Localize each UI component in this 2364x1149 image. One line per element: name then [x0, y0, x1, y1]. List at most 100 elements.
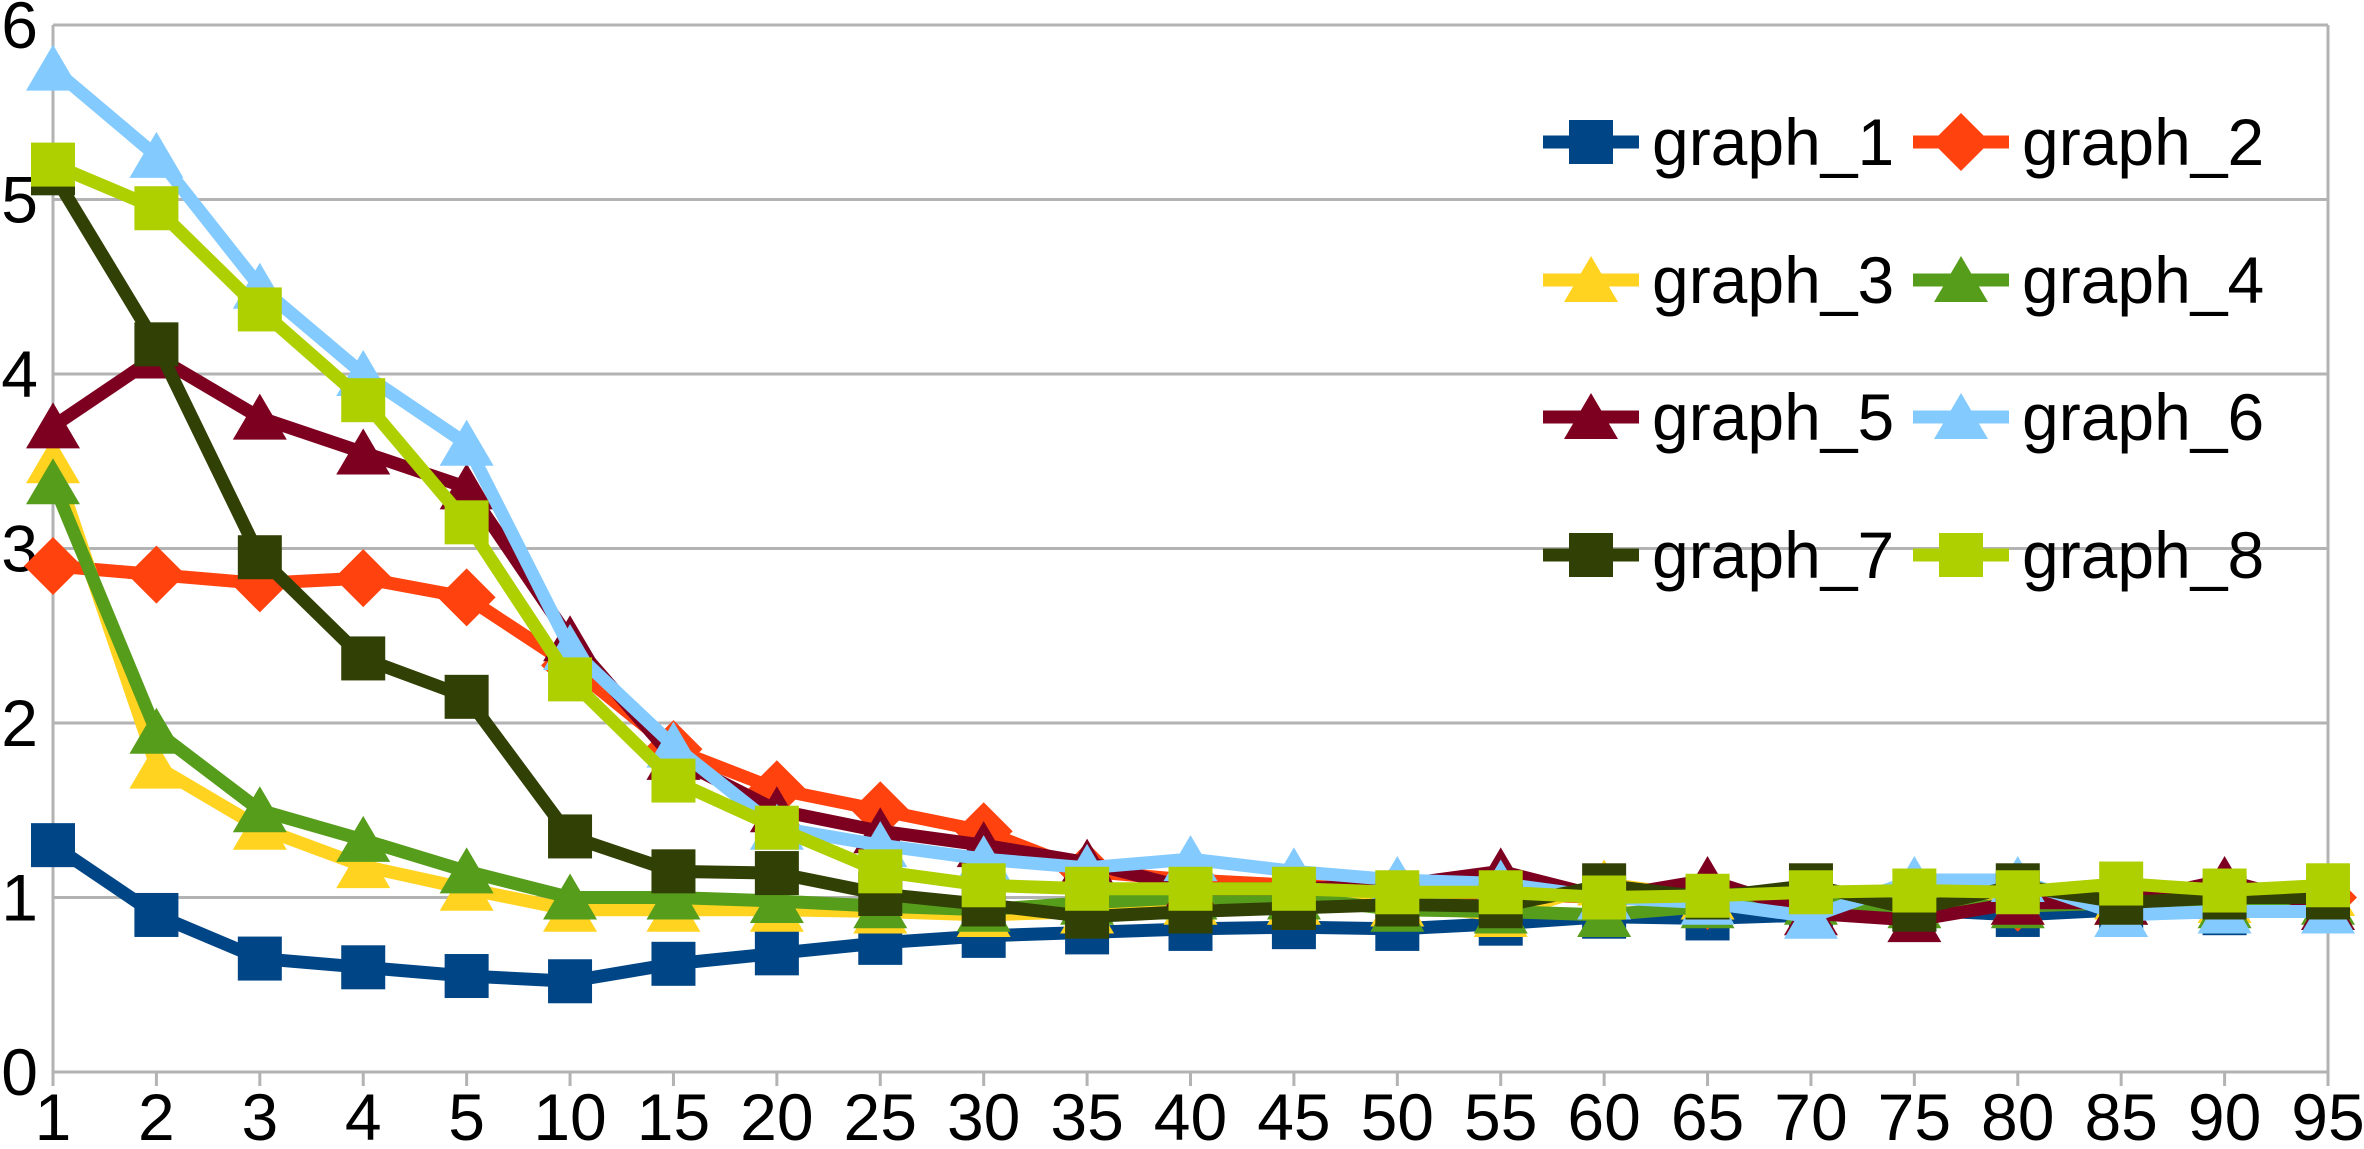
series-graph_6-marker-2	[129, 131, 184, 178]
series-graph_2-marker-2	[127, 545, 186, 604]
legend-label-graph_2: graph_2	[2022, 105, 2264, 179]
x-axis-label-40: 40	[1154, 1080, 1227, 1144]
series-graph_8-marker-1	[31, 142, 75, 187]
series-graph_4-marker-5	[439, 847, 494, 894]
legend-label-graph_4: graph_4	[2022, 243, 2264, 317]
x-axis-label-15: 15	[637, 1080, 710, 1144]
series-graph_4-marker-15	[646, 873, 701, 920]
x-axis-label-1: 1	[35, 1080, 72, 1144]
x-axis-label-35: 35	[1050, 1080, 1123, 1144]
series-graph_1-marker-1	[31, 823, 75, 868]
x-axis-label-80: 80	[1981, 1080, 2054, 1144]
legend-item-graph_2: graph_2	[1913, 105, 2264, 179]
series-graph_5-marker-1	[26, 402, 80, 449]
legend-item-graph_5: graph_5	[1543, 380, 1894, 454]
x-axis-label-45: 45	[1257, 1080, 1330, 1144]
series-graph_8-marker-50	[1375, 870, 1420, 915]
series-graph_8	[31, 142, 2350, 920]
x-axis-label-75: 75	[1878, 1080, 1951, 1144]
x-axis-label-60: 60	[1567, 1080, 1640, 1144]
series-graph_7-marker-10	[548, 814, 593, 859]
series-graph_6	[26, 44, 2355, 939]
x-axis-label-70: 70	[1774, 1080, 1847, 1144]
series-graph_1-marker-15	[651, 941, 696, 986]
legend-marker-graph_6	[1934, 393, 1988, 439]
legend-item-graph_4: graph_4	[1913, 243, 2264, 317]
legend-marker-graph_1	[1569, 120, 1613, 164]
series-graph_8-marker-55	[1478, 870, 1523, 915]
series-graph_6-marker-70	[1783, 892, 1838, 939]
legend-label-graph_5: graph_5	[1652, 380, 1894, 454]
series-graph_8-marker-85	[2099, 861, 2144, 906]
series-graph_7-marker-2	[134, 322, 179, 367]
x-axis-label-55: 55	[1464, 1080, 1537, 1144]
series-graph_7	[31, 151, 2350, 939]
legend-item-graph_6: graph_6	[1913, 380, 2264, 454]
legend-label-graph_1: graph_1	[1652, 105, 1894, 179]
series-graph_8-marker-40	[1168, 866, 1213, 911]
series-graph_5-marker-4	[336, 428, 391, 475]
series-graph_8-marker-3	[237, 287, 282, 332]
series-graph_1-marker-3	[237, 936, 282, 981]
series-graph_8-marker-2	[134, 186, 179, 231]
series-graph_1-marker-10	[548, 959, 593, 1004]
legend-item-graph_1: graph_1	[1543, 105, 1894, 179]
series-graph_4-marker-3	[232, 786, 287, 833]
legend-marker-graph_4	[1934, 256, 1988, 302]
y-axis-label-1: 1	[1, 861, 38, 935]
series-graph_7-marker-20	[754, 851, 799, 896]
series-graph_8-marker-95	[2306, 863, 2350, 908]
series-graph_8-marker-5	[444, 500, 489, 545]
series-graph_2-marker-1	[24, 536, 82, 595]
legend-marker-graph_3	[1564, 256, 1618, 302]
legend-marker-graph_2	[1932, 113, 1990, 171]
series-graph_1-marker-4	[341, 945, 386, 990]
series-graph_8-marker-25	[858, 849, 903, 894]
series-graph_3-marker-2	[129, 742, 184, 789]
series-graph_8-marker-20	[754, 805, 799, 850]
series-graph_8-marker-65	[1685, 873, 1730, 918]
series-graph_4-marker-10	[543, 873, 598, 920]
legend-marker-graph_8	[1939, 533, 1983, 577]
series-graph_2-marker-5	[437, 568, 496, 627]
series-graph_4-marker-4	[336, 815, 391, 862]
series-graph_2-marker-4	[334, 549, 393, 608]
series-layer	[24, 44, 2357, 1004]
series-graph_8-marker-75	[1892, 868, 1937, 913]
series-graph_7-marker-15	[651, 849, 696, 894]
series-graph_6-marker-15	[646, 721, 701, 768]
x-axis-label-4: 4	[345, 1080, 382, 1144]
x-axis-label-90: 90	[2188, 1080, 2261, 1144]
series-graph_7-marker-3	[237, 535, 282, 580]
legend-item-graph_3: graph_3	[1543, 243, 1894, 317]
series-graph_8-marker-60	[1582, 875, 1627, 920]
series-graph_4-marker-1	[26, 458, 80, 505]
legend-marker-graph_5	[1564, 393, 1618, 439]
series-graph_8-marker-4	[341, 378, 386, 423]
series-graph_8-marker-35	[1065, 866, 1110, 911]
x-axis-label-85: 85	[2084, 1080, 2157, 1144]
legend-item-graph_8: graph_8	[1913, 518, 2264, 592]
y-axis-label-0: 0	[1, 1035, 38, 1109]
series-graph_4-marker-20	[749, 876, 804, 923]
series-graph_1-marker-5	[444, 954, 489, 999]
x-axis-label-10: 10	[533, 1080, 606, 1144]
series-graph_8-marker-45	[1271, 866, 1316, 911]
legend-label-graph_8: graph_8	[2022, 518, 2264, 592]
y-axis-label-4: 4	[1, 337, 38, 411]
series-graph_6-marker-5	[439, 419, 494, 466]
x-axis-label-20: 20	[740, 1080, 813, 1144]
series-graph_6-marker-1	[26, 44, 80, 91]
x-axis-label-50: 50	[1361, 1080, 1434, 1144]
x-axis-label-25: 25	[844, 1080, 917, 1144]
legend-label-graph_3: graph_3	[1652, 243, 1894, 317]
x-axis-label-5: 5	[448, 1080, 485, 1144]
series-graph_8-marker-30	[961, 863, 1006, 908]
series-graph_1-marker-2	[134, 892, 179, 937]
legend-label-graph_7: graph_7	[1652, 518, 1894, 592]
series-graph_7-marker-4	[341, 636, 386, 681]
x-axis-label-3: 3	[241, 1080, 278, 1144]
